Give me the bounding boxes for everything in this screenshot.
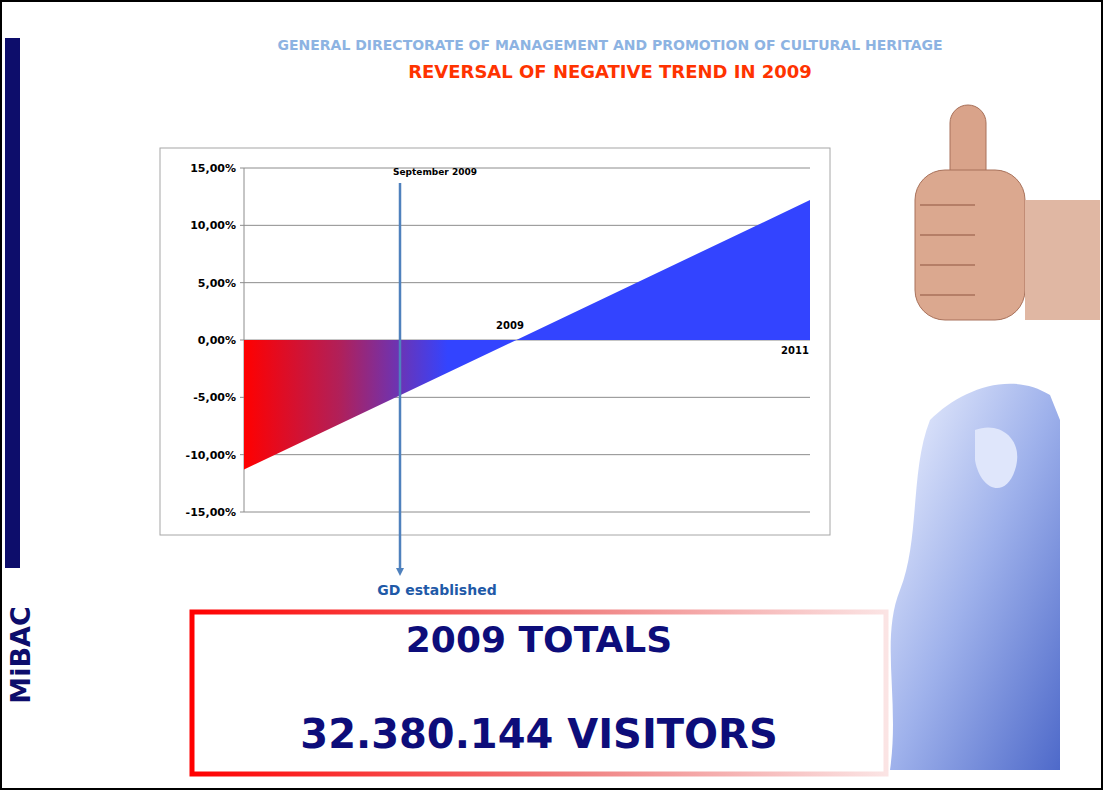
y-tick-label: 5,00% [198, 277, 236, 290]
annotation: September 2009 [393, 167, 477, 177]
slide-frame [1, 1, 1102, 789]
y-tick [240, 168, 244, 169]
grid-line [244, 168, 810, 169]
marks [244, 200, 810, 469]
y-tick-label: 10,00% [190, 219, 236, 232]
grid-line [244, 454, 810, 455]
totals-heading: 2009 TOTALS [406, 619, 672, 660]
y-tick [240, 340, 244, 341]
chart-frame [160, 148, 830, 535]
finger-line [920, 264, 975, 266]
annotation: 2009 [496, 320, 524, 331]
y-tick-label: -10,00% [186, 449, 236, 462]
annotation: GD established [377, 582, 496, 598]
totals-box [192, 612, 886, 774]
grid-line [244, 225, 810, 226]
y-tick-label: -5,00% [193, 391, 236, 404]
finger-line [920, 294, 975, 296]
side-bar [5, 38, 20, 568]
statue-detail [975, 427, 1017, 488]
arrow [399, 183, 402, 572]
y-tick [240, 512, 244, 513]
statue [890, 384, 1060, 770]
y-tick [240, 397, 244, 398]
y-tick [240, 282, 244, 283]
y-tick-label: 0,00% [198, 334, 236, 347]
fist [915, 170, 1025, 320]
department: GENERAL DIRECTORATE OF MANAGEMENT AND PR… [277, 37, 942, 53]
y-tick [240, 454, 244, 455]
y-tick-labels: -15,00% -10,00% -5,00% 0,00% 5,00% 10,00% 15,0… [186, 162, 236, 519]
thumbs-up [915, 105, 1100, 320]
finger-line [920, 204, 975, 206]
y-tick-label: -15,00% [186, 506, 236, 519]
finger-line [920, 234, 975, 236]
area [244, 200, 810, 469]
grid-line [244, 512, 810, 513]
slide: MiBAC GENERAL DIRECTORATE OF MANAGEMENT A… [0, 0, 1103, 790]
totals-visitors: 32.380.144 VISITORS [300, 711, 777, 757]
y-tick-label: 15,00% [190, 162, 236, 175]
y-tick [240, 225, 244, 226]
logo: MiBAC [5, 606, 36, 703]
annotation: 2011 [781, 345, 809, 356]
wrist [1025, 200, 1100, 320]
title: REVERSAL OF NEGATIVE TREND IN 2009 [408, 61, 812, 82]
grid [240, 168, 810, 512]
